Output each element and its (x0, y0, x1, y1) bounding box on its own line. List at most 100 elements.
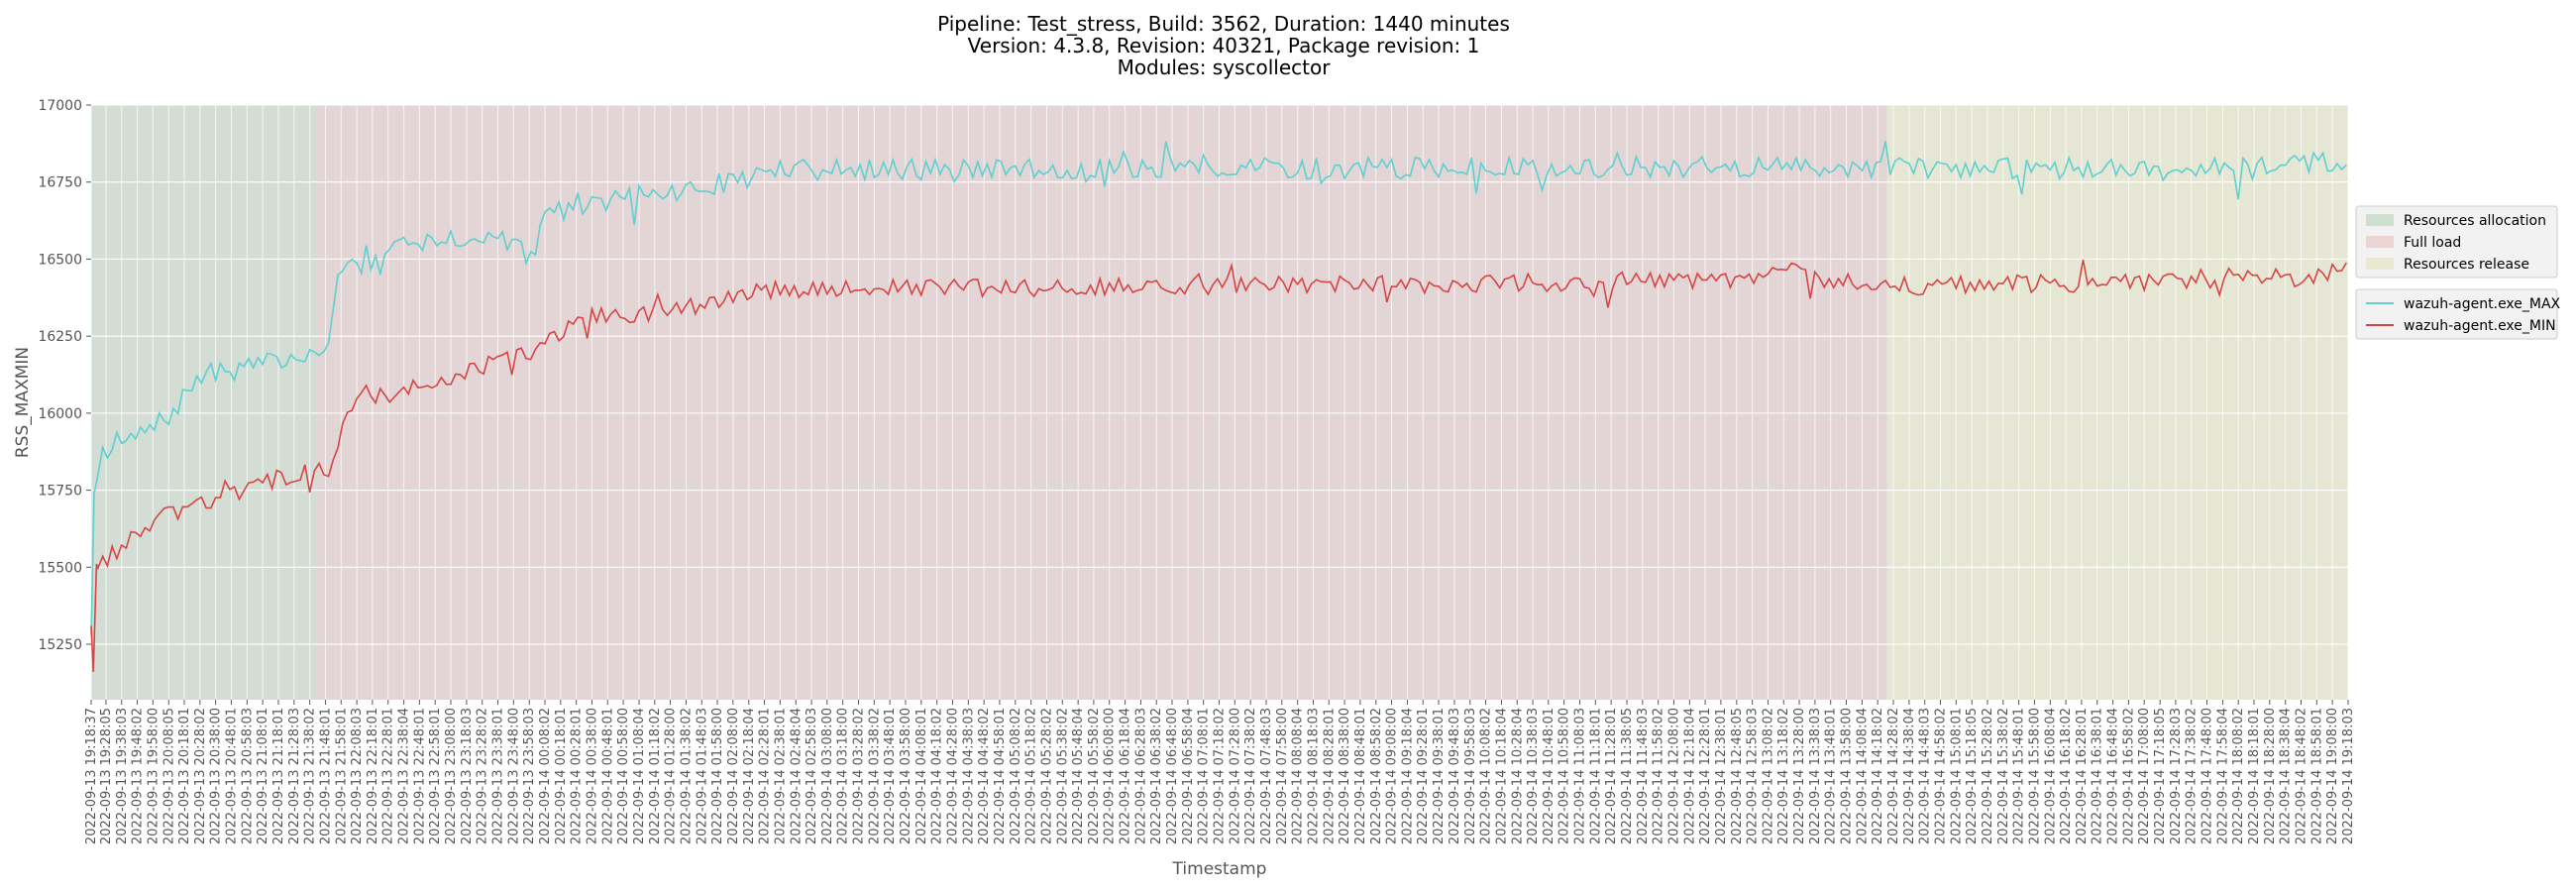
gridlines (90, 104, 2349, 700)
y-tick-label: 16000 (38, 406, 82, 422)
chart-title-line-2: Version: 4.3.8, Revision: 40321, Package… (968, 34, 1480, 57)
series-lines (90, 141, 2347, 673)
x-tick-label: 2022-09-14 18:28:00 (2263, 708, 2278, 844)
x-tick-label: 2022-09-13 22:08:03 (350, 708, 365, 844)
x-tick-label: 2022-09-14 02:38:01 (773, 708, 788, 844)
x-tick-label: 2022-09-14 07:48:03 (1259, 708, 1274, 844)
x-tick-label: 2022-09-13 19:58:00 (146, 708, 161, 844)
x-tick-label: 2022-09-14 01:38:02 (679, 708, 694, 844)
x-tick-label: 2022-09-13 22:58:01 (428, 708, 443, 844)
x-tick-label: 2022-09-14 12:38:01 (1714, 708, 1729, 844)
x-tick-label: 2022-09-14 11:18:01 (1588, 708, 1603, 844)
legend-series-box (2355, 288, 2558, 340)
x-tick-label: 2022-09-14 09:18:04 (1400, 708, 1415, 844)
x-tick-label: 2022-09-14 03:18:00 (836, 708, 851, 844)
x-tick-label: 2022-09-14 10:08:02 (1479, 708, 1494, 844)
x-tick-label: 2022-09-14 13:08:02 (1761, 708, 1775, 844)
x-tick-label: 2022-09-14 16:08:04 (2043, 708, 2058, 844)
legend-phase-label-2: Resources release (2404, 257, 2529, 273)
x-tick-label: 2022-09-13 23:08:00 (444, 708, 459, 844)
x-tick-label: 2022-09-14 17:18:05 (2153, 708, 2168, 844)
x-tick-label: 2022-09-13 20:48:01 (224, 708, 239, 844)
x-tick-label: 2022-09-14 15:18:05 (1965, 708, 1980, 844)
x-tick-label: 2022-09-13 23:38:01 (491, 708, 506, 844)
x-tick-label: 2022-09-13 21:48:01 (318, 708, 333, 844)
x-tick-label: 2022-09-14 07:18:02 (1213, 708, 1228, 844)
x-tick-label: 2022-09-14 03:08:00 (820, 708, 835, 844)
y-tick-label: 15750 (38, 484, 82, 500)
x-tick-label: 2022-09-14 03:28:02 (852, 708, 867, 844)
x-tick-label: 2022-09-14 04:48:02 (977, 708, 992, 844)
x-tick-label: 2022-09-14 16:38:01 (2091, 708, 2105, 844)
x-tick-label: 2022-09-13 21:08:01 (256, 708, 270, 844)
x-tick-label: 2022-09-14 17:48:00 (2200, 708, 2214, 844)
x-tick-label: 2022-09-14 13:48:01 (1824, 708, 1839, 844)
x-axis-label: Timestamp (1172, 859, 1267, 879)
x-tick-label: 2022-09-14 04:28:00 (945, 708, 960, 844)
x-tick-label: 2022-09-14 14:18:02 (1871, 708, 1885, 844)
x-tick-label: 2022-09-14 15:48:01 (2012, 708, 2027, 844)
x-tick-label: 2022-09-14 00:38:00 (585, 708, 599, 844)
x-tick-label: 2022-09-14 09:28:01 (1416, 708, 1431, 844)
x-tick-label: 2022-09-13 20:28:02 (193, 708, 208, 844)
chart-title: Pipeline: Test_stress, Build: 3562, Dura… (937, 12, 1510, 79)
x-tick-label: 2022-09-14 02:08:00 (726, 708, 741, 844)
legend-phase-swatch-1 (2366, 236, 2394, 248)
x-tick-label: 2022-09-14 05:08:02 (1009, 708, 1023, 844)
x-tick-label: 2022-09-14 18:48:02 (2294, 708, 2308, 844)
x-tick-label: 2022-09-14 14:28:02 (1886, 708, 1901, 844)
x-tick-label: 2022-09-14 18:38:04 (2279, 708, 2294, 844)
x-tick-label: 2022-09-13 22:38:04 (397, 708, 412, 844)
x-tick-label: 2022-09-14 02:28:01 (758, 708, 773, 844)
x-tick-label: 2022-09-14 08:08:04 (1291, 708, 1306, 844)
phase-region-1 (317, 105, 1887, 700)
x-axis-ticks: 2022-09-13 19:18:37 2022-09-13 19:28:05 20… (84, 700, 2356, 844)
x-tick-label: 2022-09-13 22:18:01 (366, 708, 380, 844)
x-tick-label: 2022-09-13 23:28:02 (476, 708, 490, 844)
x-tick-label: 2022-09-13 22:48:01 (412, 708, 427, 844)
x-tick-label: 2022-09-14 08:48:01 (1353, 708, 1368, 844)
x-tick-label: 2022-09-14 01:18:02 (648, 708, 663, 844)
x-tick-label: 2022-09-14 16:48:04 (2106, 708, 2121, 844)
y-tick-label: 17000 (38, 98, 82, 114)
x-tick-label: 2022-09-14 13:38:03 (1808, 708, 1823, 844)
x-tick-label: 2022-09-14 12:28:01 (1698, 708, 1713, 844)
legend-phase-swatch-0 (2366, 214, 2394, 226)
x-tick-label: 2022-09-14 11:38:05 (1620, 708, 1635, 844)
x-tick-label: 2022-09-14 10:48:01 (1542, 708, 1556, 844)
y-tick-label: 16250 (38, 329, 82, 345)
x-tick-label: 2022-09-13 21:28:03 (287, 708, 302, 844)
x-tick-label: 2022-09-14 00:48:01 (600, 708, 615, 844)
legend-phases: Resources allocation Full load Resources r… (2355, 205, 2558, 279)
x-tick-label: 2022-09-14 04:08:01 (914, 708, 929, 844)
x-tick-label: 2022-09-14 14:38:04 (1902, 708, 1917, 844)
x-tick-label: 2022-09-14 10:58:00 (1557, 708, 1572, 844)
chart-title-line-3: Modules: syscollector (1118, 56, 1332, 79)
x-tick-label: 2022-09-14 17:38:02 (2185, 708, 2200, 844)
x-tick-label: 2022-09-14 11:28:01 (1604, 708, 1619, 844)
x-tick-label: 2022-09-14 02:58:03 (805, 708, 819, 844)
x-tick-label: 2022-09-14 06:08:00 (1103, 708, 1118, 844)
x-tick-label: 2022-09-13 21:18:01 (271, 708, 286, 844)
x-tick-label: 2022-09-14 05:28:02 (1039, 708, 1054, 844)
x-tick-label: 2022-09-14 03:58:00 (899, 708, 913, 844)
x-tick-label: 2022-09-14 01:28:00 (664, 708, 679, 844)
x-tick-label: 2022-09-13 20:18:01 (177, 708, 192, 844)
x-tick-label: 2022-09-14 15:58:00 (2027, 708, 2042, 844)
series-line-max (90, 141, 2347, 635)
x-tick-label: 2022-09-13 20:58:03 (240, 708, 255, 844)
x-tick-label: 2022-09-14 13:28:00 (1792, 708, 1807, 844)
x-tick-label: 2022-09-14 07:38:02 (1243, 708, 1258, 844)
x-tick-label: 2022-09-14 01:08:04 (632, 708, 647, 844)
x-tick-label: 2022-09-14 12:08:00 (1666, 708, 1681, 844)
x-tick-label: 2022-09-14 03:38:02 (867, 708, 882, 844)
x-tick-label: 2022-09-14 11:08:03 (1573, 708, 1588, 844)
x-tick-label: 2022-09-14 04:58:01 (993, 708, 1008, 844)
x-tick-label: 2022-09-14 15:28:02 (1981, 708, 1995, 844)
x-tick-label: 2022-09-14 19:18:03 (2341, 708, 2356, 844)
x-tick-label: 2022-09-14 09:48:03 (1448, 708, 1462, 844)
legend-phase-label-0: Resources allocation (2404, 213, 2546, 229)
x-tick-label: 2022-09-14 08:38:00 (1338, 708, 1352, 844)
x-tick-label: 2022-09-14 08:58:02 (1369, 708, 1384, 844)
